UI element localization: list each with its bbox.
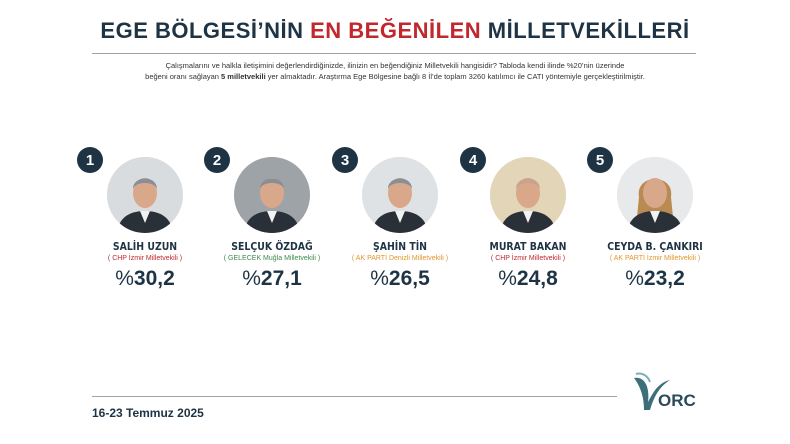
percent-sign: % — [498, 267, 517, 290]
rank-badge: 2 — [204, 147, 230, 173]
approval-value: 27,1 — [260, 267, 302, 290]
approval-rate: %26,5 — [336, 267, 464, 291]
approval-rate: %24,8 — [464, 267, 592, 291]
page-title: EGE BÖLGESİ’NİN EN BEĞENİLEN MİLLETVEKİL… — [0, 18, 790, 44]
deputy-photo — [234, 157, 310, 233]
logo-text: ORC — [658, 391, 696, 410]
deputy-party: ( CHP İzmir Milletvekili ) — [107, 255, 183, 262]
rank-badge: 4 — [460, 147, 486, 173]
desc-text: beğeni oranı sağlayan — [145, 72, 222, 81]
rank-badge: 5 — [587, 147, 613, 173]
header-divider — [92, 53, 696, 54]
deputy-party: ( AK PARTİ Denizli Milletvekili ) — [351, 255, 449, 262]
description-line2: beğeni oranı sağlayan 5 milletvekili yer… — [90, 71, 700, 82]
deputy-name: SELÇUK ÖZDAĞ — [231, 240, 313, 253]
title-highlight: EN BEĞENİLEN — [310, 18, 482, 43]
deputy-card: 2 SELÇUK ÖZDAĞ ( GELECEK Muğla Milletvek… — [204, 145, 336, 295]
description-line1: Çalışmalarını ve halkla iletişimini değe… — [165, 61, 625, 70]
person-icon — [234, 157, 310, 233]
deputy-party: ( GELECEK Muğla Milletvekili ) — [223, 255, 321, 262]
footer-divider — [92, 396, 617, 397]
deputy-name: CEYDA B. ÇANKIRI — [607, 240, 703, 253]
approval-rate: %27,1 — [208, 267, 336, 291]
approval-value: 23,2 — [643, 267, 685, 290]
rank-badge: 1 — [77, 147, 103, 173]
title-part1: EGE BÖLGESİ’NİN — [100, 18, 311, 43]
desc-text: yer almaktadır. Araştırma Ege Bölgesine … — [265, 72, 645, 81]
deputy-photo — [490, 157, 566, 233]
approval-rate: %23,2 — [591, 267, 719, 291]
approval-value: 30,2 — [133, 267, 175, 290]
percent-sign: % — [370, 267, 389, 290]
deputy-name: SALİH UZUN — [112, 240, 178, 253]
person-icon — [617, 157, 693, 233]
title-part2: MİLLETVEKİLLERİ — [481, 18, 690, 43]
approval-value: 24,8 — [516, 267, 558, 290]
percent-sign: % — [115, 267, 134, 290]
approval-rate: %30,2 — [81, 267, 209, 291]
deputy-party: ( CHP İzmir Milletvekili ) — [490, 255, 566, 262]
deputy-name: MURAT BAKAN — [489, 240, 567, 253]
rank-badge: 3 — [332, 147, 358, 173]
desc-bold: 5 milletvekili — [221, 72, 266, 81]
deputy-name: ŞAHİN TİN — [372, 240, 428, 253]
description: Çalışmalarını ve halkla iletişimini değe… — [90, 60, 700, 82]
survey-date: 16-23 Temmuz 2025 — [92, 406, 204, 420]
deputy-card: 4 MURAT BAKAN ( CHP İzmir Milletvekili )… — [460, 145, 592, 295]
person-icon — [362, 157, 438, 233]
deputy-party: ( AK PARTİ İzmir Milletvekili ) — [609, 255, 701, 262]
person-icon — [107, 157, 183, 233]
deputy-photo — [617, 157, 693, 233]
deputy-photo — [107, 157, 183, 233]
deputy-card: 5 CEYDA B. ÇANKIRI ( AK PARTİ İzmir Mill… — [587, 145, 719, 295]
percent-sign: % — [625, 267, 644, 290]
orc-logo: ORC — [630, 372, 710, 416]
approval-value: 26,5 — [388, 267, 430, 290]
deputy-photo — [362, 157, 438, 233]
deputy-card: 1 SALİH UZUN ( CHP İzmir Milletvekili ) … — [77, 145, 209, 295]
percent-sign: % — [242, 267, 261, 290]
person-icon — [490, 157, 566, 233]
deputy-card: 3 ŞAHİN TİN ( AK PARTİ Denizli Milletvek… — [332, 145, 464, 295]
